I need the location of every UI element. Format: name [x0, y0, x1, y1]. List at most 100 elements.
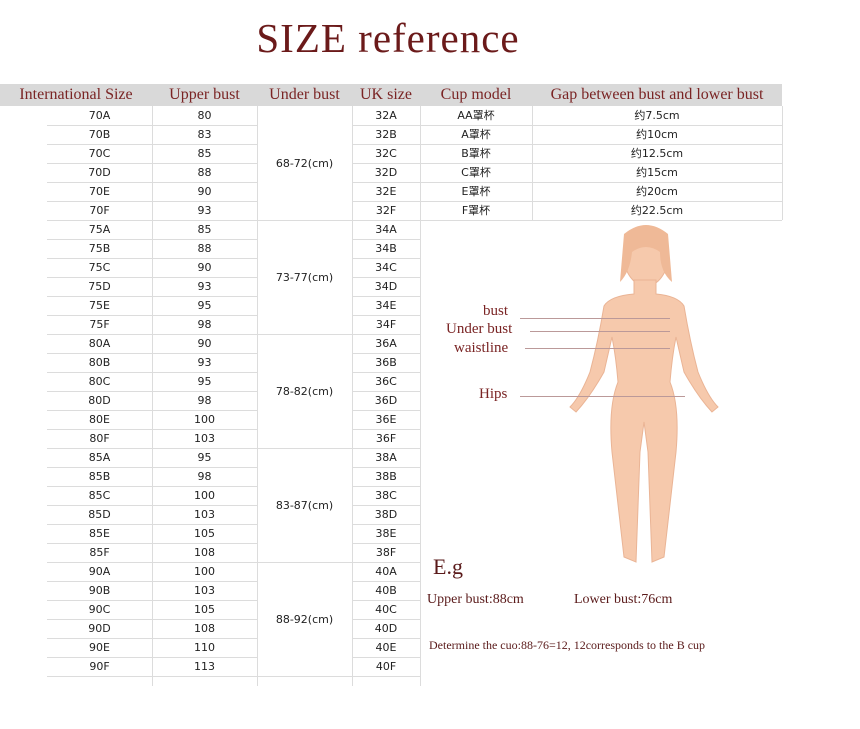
table-cell: 75C: [88, 261, 111, 274]
row-line: [47, 277, 420, 278]
table-cell: 90D: [88, 622, 111, 635]
table-cell: 85B: [88, 470, 111, 483]
row-line: [47, 467, 420, 468]
column-header: UK size: [352, 84, 420, 106]
table-cell: 90E: [89, 641, 110, 654]
table-cell: 40D: [374, 622, 398, 635]
row-line: [257, 182, 352, 183]
table-cell: 88: [197, 166, 212, 179]
column-header: International Size: [0, 84, 152, 106]
table-cell: 70E: [89, 185, 110, 198]
column-line: [352, 106, 353, 686]
row-line: [257, 467, 352, 468]
table-cell: 36E: [375, 413, 397, 426]
table-cell: 98: [197, 318, 212, 331]
row-line: [47, 220, 782, 221]
table-cell: 73-77(cm): [275, 270, 334, 284]
table-cell: 75D: [88, 280, 111, 293]
row-line: [257, 258, 352, 259]
table-cell: 约20cm: [636, 185, 678, 198]
table-cell: 83: [197, 128, 212, 141]
column-header: Under bust: [257, 84, 352, 106]
row-line: [257, 163, 352, 164]
table-cell: 100: [194, 413, 215, 426]
guide-line: [520, 318, 670, 319]
table-cell: 34D: [374, 280, 398, 293]
row-line: [257, 524, 352, 525]
table-cell: 36C: [375, 375, 397, 388]
column-header: Gap between bust and lower bust: [532, 84, 782, 106]
table-cell: 36A: [375, 337, 397, 350]
example-note: Determine the cuo:88-76=12, 12correspond…: [429, 638, 706, 652]
row-line: [257, 315, 352, 316]
row-line: [47, 334, 420, 335]
table-cell: 38D: [374, 508, 398, 521]
figure-label: waistline: [454, 340, 509, 356]
row-line: [257, 410, 352, 411]
row-line: [257, 543, 352, 544]
table-cell: 105: [194, 527, 215, 540]
row-line: [257, 334, 352, 335]
table-cell: 100: [194, 565, 215, 578]
table-cell: 约22.5cm: [630, 204, 684, 217]
column-line: [532, 106, 533, 220]
table-cell: 32E: [375, 185, 397, 198]
row-line: [257, 486, 352, 487]
row-line: [47, 315, 420, 316]
table-cell: 105: [194, 603, 215, 616]
row-line: [47, 581, 420, 582]
table-cell: 83-87(cm): [275, 498, 334, 512]
table-cell: 32C: [375, 147, 397, 160]
row-line: [47, 600, 420, 601]
example-title: E.g: [433, 554, 463, 579]
row-line: [257, 657, 352, 658]
table-cell: AA罩杯: [457, 109, 495, 122]
guide-line: [530, 331, 670, 332]
row-line: [47, 638, 420, 639]
table-cell: 80D: [88, 394, 111, 407]
table-cell: 40A: [375, 565, 397, 578]
table-cell: 103: [194, 584, 215, 597]
row-line: [47, 163, 782, 164]
table-cell: 75A: [88, 223, 111, 236]
table-cell: 80C: [88, 375, 111, 388]
table-cell: 约10cm: [636, 128, 678, 141]
row-line: [47, 505, 420, 506]
row-line: [257, 638, 352, 639]
figure-label: Hips: [479, 386, 508, 402]
row-line: [257, 296, 352, 297]
table-cell: 32F: [375, 204, 397, 217]
row-line: [47, 353, 420, 354]
table-cell: 93: [197, 280, 212, 293]
table-cell: 40F: [375, 660, 397, 673]
table-cell: 约15cm: [636, 166, 678, 179]
table-cell: 38C: [375, 489, 397, 502]
table-cell: 93: [197, 204, 212, 217]
table-cell: 90: [197, 185, 212, 198]
title: SIZE reference: [256, 15, 520, 61]
row-line: [257, 676, 352, 677]
guide-line: [525, 348, 670, 349]
table-cell: 95: [197, 299, 212, 312]
table-cell: 80E: [89, 413, 110, 426]
table-cell: 36D: [374, 394, 398, 407]
table-cell: 68-72(cm): [275, 156, 334, 170]
table-cell: 70D: [88, 166, 111, 179]
row-line: [257, 448, 352, 449]
table-cell: 85E: [89, 527, 110, 540]
row-line: [257, 562, 352, 563]
table-cell: 40C: [375, 603, 397, 616]
table-cell: 38F: [375, 546, 397, 559]
table-cell: 34F: [375, 318, 397, 331]
table-cell: 78-82(cm): [275, 384, 334, 398]
table-cell: 75E: [89, 299, 110, 312]
column-line: [152, 106, 153, 686]
row-line: [47, 258, 420, 259]
row-line: [47, 657, 420, 658]
row-line: [47, 619, 420, 620]
table-cell: 90: [197, 261, 212, 274]
row-line: [47, 486, 420, 487]
table-cell: 32B: [375, 128, 397, 141]
figure-label: bust: [483, 303, 509, 319]
